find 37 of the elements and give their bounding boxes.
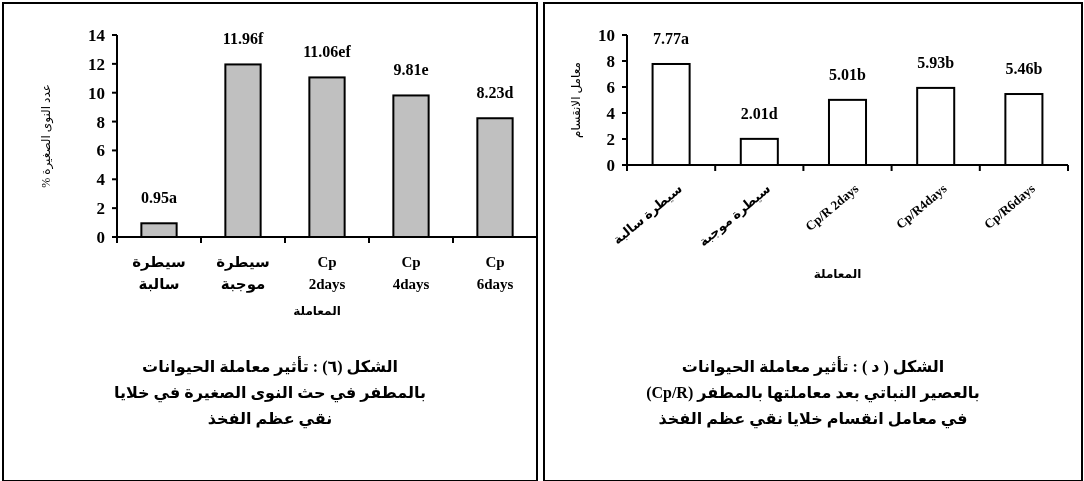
x-tick-label: Cp 6days bbox=[476, 254, 514, 292]
data-label: 9.81e bbox=[393, 61, 429, 79]
y-tick-label: 6 bbox=[96, 141, 105, 161]
data-label: 2.01d bbox=[740, 104, 778, 122]
x-axis-title: المعاملة bbox=[813, 267, 862, 281]
data-label: 0.95a bbox=[141, 189, 177, 207]
y-tick-label: 8 bbox=[606, 52, 615, 71]
y-tick-label: 10 bbox=[598, 26, 615, 45]
y-axis-title: معامل الانقسام bbox=[569, 62, 583, 138]
x-tick-label: سيطرة موجبة bbox=[216, 254, 270, 293]
x-tick-label: سيطرة موجبة bbox=[695, 180, 774, 250]
y-tick-label: 0 bbox=[606, 156, 615, 175]
x-tick-label: سيطرة سالبة bbox=[132, 254, 186, 292]
y-tick-label: 4 bbox=[96, 170, 106, 190]
y-tick-label: 12 bbox=[88, 54, 105, 74]
data-label: 8.23d bbox=[476, 84, 514, 102]
y-tick-label: 0 bbox=[96, 228, 105, 247]
x-tick-label: Cp 2days bbox=[308, 254, 346, 292]
text: الشكل ( د ) : تأثير معاملة الحيوانات بالعصير النباتي بعد معاملتها بالمطفر (Cp/R) في معامل انقسام خلايا نقي عظم الفخذ bbox=[646, 356, 980, 429]
y-tick-label: 10 bbox=[88, 83, 105, 103]
x-tick-label: Cp 4days bbox=[392, 254, 430, 292]
data-label: 5.46b bbox=[1005, 60, 1043, 78]
y-tick-label: 2 bbox=[606, 130, 615, 149]
x-axis-title: المعاملة bbox=[293, 304, 341, 318]
y-tick-label: 2 bbox=[96, 199, 105, 219]
data-label: 5.93b bbox=[917, 53, 955, 71]
y-tick-label: 4 bbox=[606, 104, 616, 123]
x-tick-label: سيطرة سالبة bbox=[609, 180, 686, 248]
y-tick-label: 14 bbox=[88, 26, 106, 45]
data-label: 11.96f bbox=[222, 30, 264, 48]
text: الشكل (٦) : تأثير معاملة الحيوانات بالمطفر في حث النوى الصغيرة في خلايا نقي عظم الفخذ bbox=[113, 356, 427, 429]
y-tick-label: 6 bbox=[606, 78, 615, 97]
y-axis-title: عدد النوى الصغيرة % bbox=[39, 84, 54, 188]
y-tick-label: 8 bbox=[96, 112, 105, 132]
data-label: 5.01b bbox=[829, 65, 867, 83]
data-label: 7.77a bbox=[653, 29, 690, 47]
data-label: 11.06ef bbox=[303, 43, 352, 61]
